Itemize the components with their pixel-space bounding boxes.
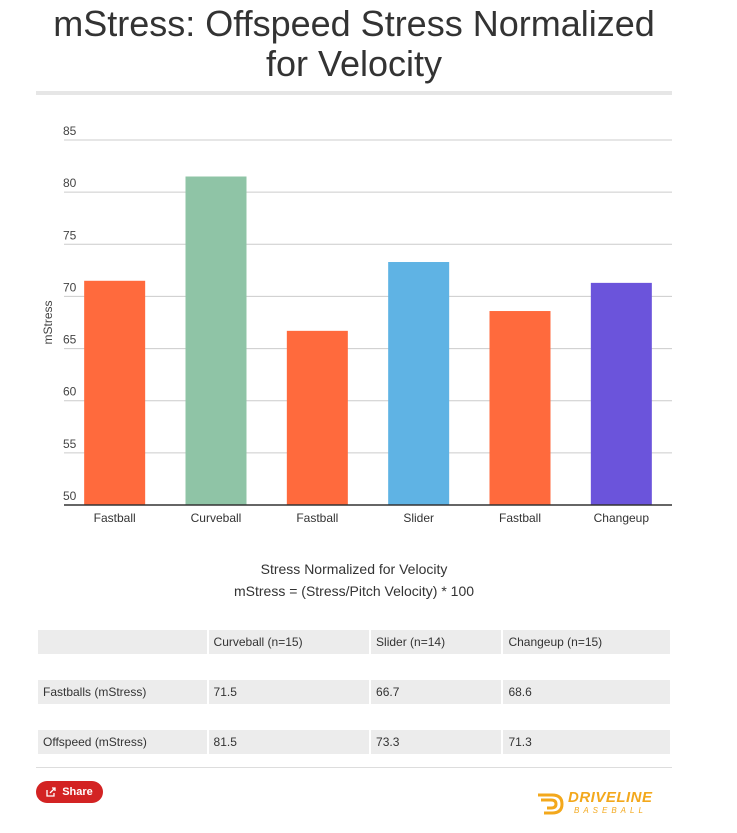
- x-tick-label: Fastball: [94, 511, 136, 525]
- table-header-cell: Curveball (n=15): [208, 630, 370, 654]
- y-tick-label: 60: [63, 385, 77, 399]
- y-tick-label: 85: [63, 124, 77, 138]
- bar: [84, 280, 146, 505]
- bar: [286, 330, 348, 505]
- driveline-logo-icon: [538, 793, 564, 815]
- bar: [388, 262, 450, 505]
- table-cell: 71.3: [503, 730, 670, 754]
- bar: [590, 282, 652, 505]
- x-tick-label: Fastball: [499, 511, 541, 525]
- y-tick-label: 70: [63, 280, 77, 294]
- driveline-logo: DRIVELINE BASEBALL: [536, 789, 660, 821]
- chart-caption: Stress Normalized for Velocity mStress =…: [36, 558, 672, 602]
- y-tick-label: 75: [63, 228, 77, 242]
- x-tick-label: Changeup: [594, 511, 650, 525]
- title-divider: [36, 91, 672, 95]
- table-cell: 73.3: [371, 730, 502, 754]
- share-icon: [46, 787, 56, 797]
- table-spacer: [38, 704, 670, 730]
- x-tick-label: Curveball: [191, 511, 242, 525]
- bar: [185, 176, 247, 505]
- caption-line-1: Stress Normalized for Velocity: [260, 561, 448, 577]
- table-row: Fastballs (mStress) 71.5 66.7 68.6: [38, 680, 670, 704]
- table-header-row: Curveball (n=15) Slider (n=14) Changeup …: [38, 630, 670, 654]
- table-row: Offspeed (mStress) 81.5 73.3 71.3: [38, 730, 670, 754]
- table-cell: 81.5: [208, 730, 370, 754]
- table-header-cell: [38, 630, 207, 654]
- chart-title: mStress: Offspeed Stress Normalized for …: [53, 3, 655, 84]
- bar: [489, 311, 551, 505]
- y-axis-label: mStress: [41, 300, 55, 344]
- table-cell: Fastballs (mStress): [38, 680, 207, 704]
- table-cell: Offspeed (mStress): [38, 730, 207, 754]
- y-tick-label: 55: [63, 437, 77, 451]
- table-cell: 66.7: [371, 680, 502, 704]
- bar-chart: 50 55 60 65 70 75 80 85 mStress Fastball Curveball…: [41, 124, 672, 525]
- share-label: Share: [62, 786, 93, 798]
- logo-subtitle: BASEBALL: [574, 806, 647, 815]
- y-tick-label: 50: [63, 489, 77, 503]
- table-cell: 71.5: [208, 680, 370, 704]
- table-cell: 68.6: [503, 680, 670, 704]
- x-tick-label: Slider: [403, 511, 434, 525]
- table-header-cell: Changeup (n=15): [503, 630, 670, 654]
- table-spacer: [38, 654, 670, 680]
- caption-line-2: mStress = (Stress/Pitch Velocity) * 100: [233, 583, 475, 599]
- logo-wordmark: DRIVELINE: [568, 789, 653, 806]
- y-tick-label: 80: [63, 176, 77, 190]
- y-tick-label: 65: [63, 333, 77, 347]
- table-header-cell: Slider (n=14): [371, 630, 502, 654]
- summary-table: Curveball (n=15) Slider (n=14) Changeup …: [36, 630, 672, 754]
- x-tick-label: Fastball: [296, 511, 338, 525]
- table-divider: [36, 767, 672, 768]
- share-button[interactable]: Share: [36, 781, 103, 803]
